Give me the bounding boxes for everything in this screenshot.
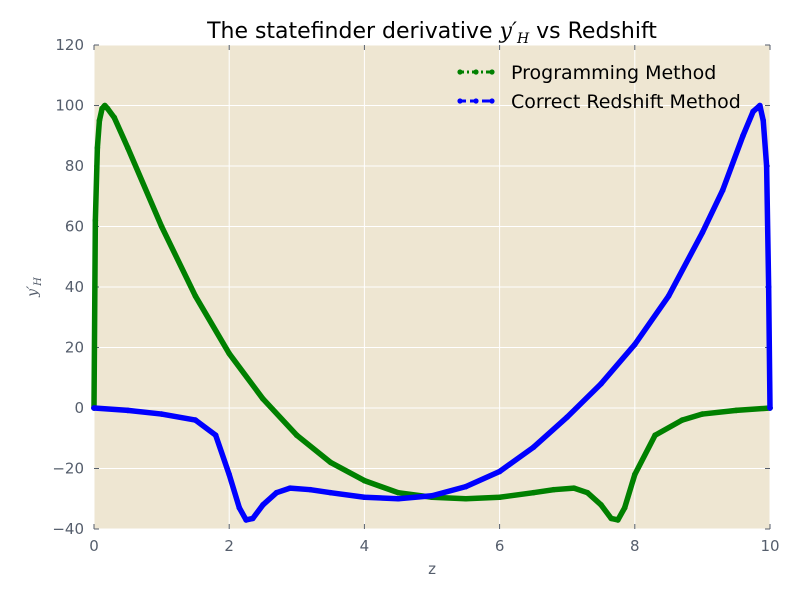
y-tick-label: 20	[65, 339, 84, 357]
y-tick-label: −40	[52, 520, 84, 538]
data-point-correct-redshift-method	[236, 505, 243, 511]
data-point-programming-method	[584, 489, 591, 496]
data-point-correct-redshift-method	[361, 494, 368, 501]
data-point-correct-redshift-method	[765, 284, 772, 290]
data-point-programming-method	[125, 145, 131, 151]
data-point-programming-method	[92, 217, 99, 224]
data-point-programming-method	[615, 517, 621, 523]
data-point-programming-method	[632, 471, 638, 478]
data-point-correct-redshift-method	[564, 414, 570, 420]
data-point-programming-method	[361, 477, 368, 484]
data-point-programming-method	[608, 515, 614, 522]
data-point-programming-method	[679, 417, 685, 423]
data-point-correct-redshift-method	[273, 489, 280, 496]
y-tick-label: 120	[55, 36, 84, 54]
data-point-programming-method	[652, 432, 658, 439]
data-point-programming-method	[111, 114, 118, 121]
legend-label-correct-redshift-method: Correct Redshift Method	[511, 91, 741, 113]
legend-marker	[457, 69, 463, 75]
data-point-programming-method	[621, 505, 628, 511]
legend-marker	[489, 98, 495, 104]
series-layer	[91, 102, 773, 523]
data-point-programming-method	[260, 396, 266, 402]
data-point-correct-redshift-method	[598, 381, 604, 387]
data-point-correct-redshift-method	[91, 405, 97, 411]
data-point-programming-method	[96, 117, 103, 124]
data-point-correct-redshift-method	[665, 293, 672, 299]
legend-marker	[489, 69, 495, 75]
chart-title: The statefinder derivative y′H vs Redshi…	[206, 19, 657, 47]
data-point-correct-redshift-method	[429, 492, 435, 499]
data-point-correct-redshift-method	[699, 229, 706, 236]
y-tick-label: 100	[55, 97, 84, 115]
x-tick-label: 2	[224, 537, 234, 555]
x-tick-label: 8	[630, 537, 640, 555]
y-axis-label: y′H	[25, 277, 44, 298]
legend-marker	[473, 98, 479, 104]
data-point-programming-method	[733, 407, 739, 414]
legend-marker	[473, 69, 479, 75]
data-point-programming-method	[598, 502, 604, 508]
data-point-correct-redshift-method	[740, 132, 746, 139]
y-tick-label: 0	[74, 399, 84, 417]
x-tick-label: 6	[495, 537, 505, 555]
data-point-programming-method	[94, 145, 101, 151]
data-point-programming-method	[571, 485, 577, 491]
data-point-programming-method	[699, 411, 706, 417]
y-tick-label: 40	[65, 278, 84, 296]
y-tick-label: −20	[52, 460, 84, 478]
data-point-correct-redshift-method	[496, 468, 503, 475]
y-tick-label: 60	[65, 218, 84, 236]
data-point-correct-redshift-method	[287, 485, 293, 491]
data-point-programming-method	[496, 494, 503, 501]
data-point-programming-method	[104, 105, 111, 112]
data-point-correct-redshift-method	[158, 411, 165, 417]
data-point-correct-redshift-method	[763, 163, 770, 169]
data-point-programming-method	[395, 489, 402, 496]
data-point-correct-redshift-method	[757, 102, 763, 109]
data-point-correct-redshift-method	[327, 489, 334, 496]
data-point-correct-redshift-method	[530, 444, 537, 451]
x-tick-label: 10	[760, 537, 779, 555]
x-axis-label: z	[428, 560, 436, 578]
x-tick-label: 4	[360, 537, 370, 555]
data-point-correct-redshift-method	[125, 407, 131, 414]
legend-marker	[457, 98, 463, 104]
data-point-correct-redshift-method	[307, 486, 314, 493]
data-point-correct-redshift-method	[243, 517, 249, 523]
axis-ticks: 0 2 4 6 8 10 −40 −20 0 20 40 60 80 100 120	[52, 36, 779, 555]
data-point-correct-redshift-method	[192, 417, 199, 423]
data-point-correct-redshift-method	[212, 432, 219, 439]
data-point-programming-method	[327, 459, 334, 466]
data-point-correct-redshift-method	[767, 405, 773, 411]
data-point-programming-method	[550, 486, 557, 493]
data-point-correct-redshift-method	[226, 471, 232, 478]
data-point-programming-method	[530, 489, 537, 496]
data-point-correct-redshift-method	[260, 502, 266, 508]
data-point-correct-redshift-method	[750, 108, 756, 115]
data-point-programming-method	[158, 223, 165, 230]
data-point-correct-redshift-method	[719, 187, 726, 193]
data-point-programming-method	[192, 293, 199, 299]
y-tick-label: 80	[65, 157, 84, 175]
legend: Programming Method Correct Redshift Meth…	[457, 62, 741, 113]
data-point-correct-redshift-method	[395, 495, 402, 502]
data-point-programming-method	[226, 350, 232, 357]
data-point-correct-redshift-method	[250, 515, 256, 522]
data-point-correct-redshift-method	[463, 483, 469, 490]
legend-label-programming-method: Programming Method	[511, 62, 716, 84]
x-tick-label: 0	[89, 537, 99, 555]
data-point-programming-method	[294, 432, 300, 439]
data-point-programming-method	[463, 495, 469, 502]
data-point-correct-redshift-method	[632, 341, 638, 348]
grid	[93, 44, 771, 530]
data-point-correct-redshift-method	[760, 117, 767, 124]
